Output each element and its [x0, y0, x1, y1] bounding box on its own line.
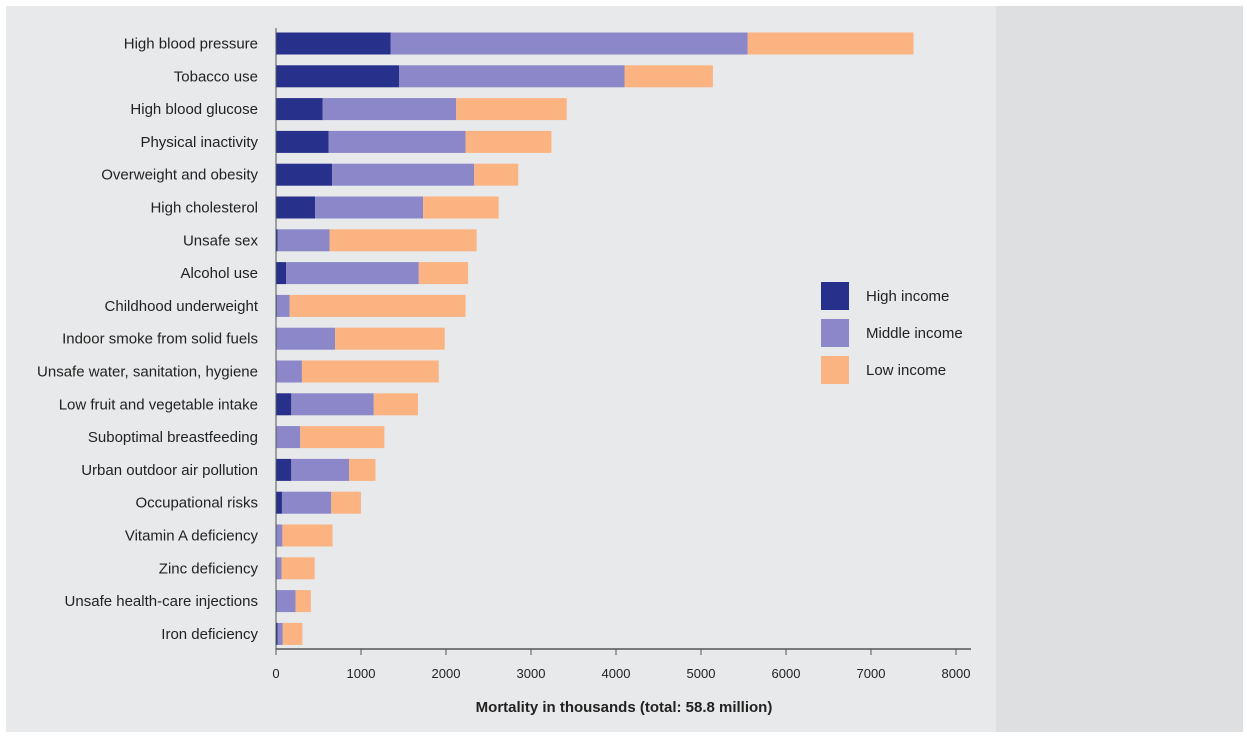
category-label: Occupational risks	[135, 495, 258, 512]
bar-segment	[465, 130, 552, 153]
bar-segment	[456, 98, 567, 121]
category-label: Childhood underweight	[105, 298, 259, 315]
bar-segment	[624, 65, 713, 88]
x-tick-label: 1000	[347, 666, 376, 681]
bar-segment	[276, 622, 278, 645]
x-tick-label: 0	[272, 666, 279, 681]
bar-segment	[276, 458, 292, 481]
bar-segment	[276, 393, 292, 416]
bar-segment	[331, 491, 361, 514]
bar-segment	[332, 163, 475, 186]
bar-segment	[300, 426, 385, 449]
bar-segment	[418, 262, 469, 285]
x-tick-label: 8000	[942, 666, 971, 681]
legend-swatch	[821, 282, 849, 310]
bar-segment	[276, 491, 282, 514]
bar-segment	[276, 229, 278, 252]
legend-label: Low income	[866, 362, 946, 379]
bar-segment	[291, 458, 350, 481]
legend-swatch	[821, 356, 849, 384]
bar-segment	[276, 163, 333, 186]
bar-segment	[276, 32, 391, 55]
side-panel	[996, 6, 1243, 732]
x-tick-label: 3000	[517, 666, 546, 681]
category-label: Zinc deficiency	[159, 560, 259, 577]
legend-label: Middle income	[866, 325, 963, 342]
bar-segment	[276, 557, 282, 580]
bar-segment	[276, 294, 290, 317]
bar-segment	[282, 622, 303, 645]
legend: High income Middle income Low income	[821, 282, 963, 384]
bar-segment	[315, 196, 424, 219]
category-label: High cholesterol	[150, 200, 258, 217]
bar-segment	[301, 360, 439, 383]
bar-segment	[277, 229, 330, 252]
bars-group	[276, 32, 914, 645]
x-tick-label: 4000	[602, 666, 631, 681]
bar-segment	[291, 393, 374, 416]
category-label: Unsafe health-care injections	[65, 593, 258, 610]
bar-segment	[276, 130, 329, 153]
bar-segment	[276, 98, 323, 121]
category-label: Vitamin A deficiency	[125, 528, 259, 545]
bar-segment	[423, 196, 499, 219]
bar-segment	[399, 65, 625, 88]
bar-segment	[281, 557, 315, 580]
bar-segment	[276, 262, 287, 285]
bar-segment	[286, 262, 419, 285]
bar-segment	[276, 590, 296, 613]
bar-segment	[335, 327, 445, 350]
category-labels-group: High blood pressure Tobacco use High blood…	[37, 36, 259, 643]
legend-label: High income	[866, 288, 949, 305]
bar-segment	[282, 524, 333, 547]
category-label: Unsafe sex	[183, 232, 259, 249]
category-label: Tobacco use	[174, 68, 258, 85]
x-tick-label: 5000	[687, 666, 716, 681]
legend-swatch	[821, 319, 849, 347]
category-label: Indoor smoke from solid fuels	[62, 331, 258, 348]
bar-segment	[747, 32, 914, 55]
category-label: Low fruit and vegetable intake	[59, 396, 258, 413]
bar-segment	[277, 622, 283, 645]
category-label: Iron deficiency	[161, 626, 258, 643]
category-label: High blood pressure	[124, 36, 258, 53]
bar-segment	[329, 229, 477, 252]
bar-segment	[390, 32, 748, 55]
category-label: Urban outdoor air pollution	[81, 462, 258, 479]
bar-segment	[276, 327, 336, 350]
bar-segment	[373, 393, 418, 416]
x-tick-label: 6000	[772, 666, 801, 681]
x-tick-label: 7000	[857, 666, 886, 681]
x-ticks-group: 0 1000 2000 3000 4000 5000 6000 7000 8000	[272, 649, 970, 681]
category-label: Alcohol use	[180, 265, 258, 282]
bar-segment	[276, 524, 283, 547]
bar-segment	[289, 294, 466, 317]
bar-segment	[276, 196, 316, 219]
bar-segment	[349, 458, 376, 481]
bar-segment	[276, 65, 400, 88]
category-label: Physical inactivity	[140, 134, 258, 151]
x-tick-label: 2000	[432, 666, 461, 681]
bar-segment	[281, 491, 332, 514]
category-label: Suboptimal breastfeeding	[88, 429, 258, 446]
bar-segment	[328, 130, 466, 153]
x-axis-title: Mortality in thousands (total: 58.8 mill…	[476, 699, 773, 716]
category-label: Unsafe water, sanitation, hygiene	[37, 364, 258, 381]
category-label: High blood glucose	[130, 101, 258, 118]
bar-segment	[295, 590, 311, 613]
bar-segment	[276, 360, 302, 383]
bar-segment	[276, 426, 301, 449]
category-label: Overweight and obesity	[101, 167, 258, 184]
bar-segment	[474, 163, 519, 186]
bar-segment	[322, 98, 457, 121]
